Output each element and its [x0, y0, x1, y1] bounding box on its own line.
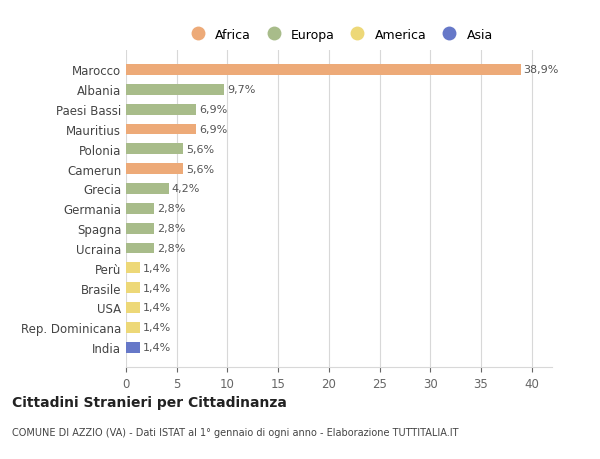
Text: 38,9%: 38,9% — [524, 65, 559, 75]
Bar — [126, 302, 140, 313]
Bar — [126, 105, 196, 115]
Text: 2,8%: 2,8% — [157, 243, 186, 253]
Text: 1,4%: 1,4% — [143, 303, 172, 313]
Text: 1,4%: 1,4% — [143, 342, 172, 353]
Bar — [126, 342, 140, 353]
Text: COMUNE DI AZZIO (VA) - Dati ISTAT al 1° gennaio di ogni anno - Elaborazione TUTT: COMUNE DI AZZIO (VA) - Dati ISTAT al 1° … — [12, 427, 458, 437]
Bar — [126, 283, 140, 293]
Text: 1,4%: 1,4% — [143, 263, 172, 273]
Bar — [126, 144, 183, 155]
Bar — [126, 243, 154, 254]
Text: 1,4%: 1,4% — [143, 323, 172, 333]
Legend: Africa, Europa, America, Asia: Africa, Europa, America, Asia — [181, 25, 497, 45]
Bar — [126, 164, 183, 175]
Text: 2,8%: 2,8% — [157, 224, 186, 234]
Text: 4,2%: 4,2% — [172, 184, 200, 194]
Bar — [126, 124, 196, 135]
Text: 9,7%: 9,7% — [227, 85, 256, 95]
Text: 6,9%: 6,9% — [199, 125, 227, 134]
Bar — [126, 322, 140, 333]
Bar — [126, 184, 169, 195]
Bar — [126, 65, 521, 76]
Text: 5,6%: 5,6% — [186, 164, 214, 174]
Bar — [126, 203, 154, 214]
Bar — [126, 263, 140, 274]
Text: 1,4%: 1,4% — [143, 283, 172, 293]
Bar — [126, 84, 224, 95]
Bar — [126, 223, 154, 234]
Text: 5,6%: 5,6% — [186, 145, 214, 155]
Text: 6,9%: 6,9% — [199, 105, 227, 115]
Text: Cittadini Stranieri per Cittadinanza: Cittadini Stranieri per Cittadinanza — [12, 395, 287, 409]
Text: 2,8%: 2,8% — [157, 204, 186, 214]
